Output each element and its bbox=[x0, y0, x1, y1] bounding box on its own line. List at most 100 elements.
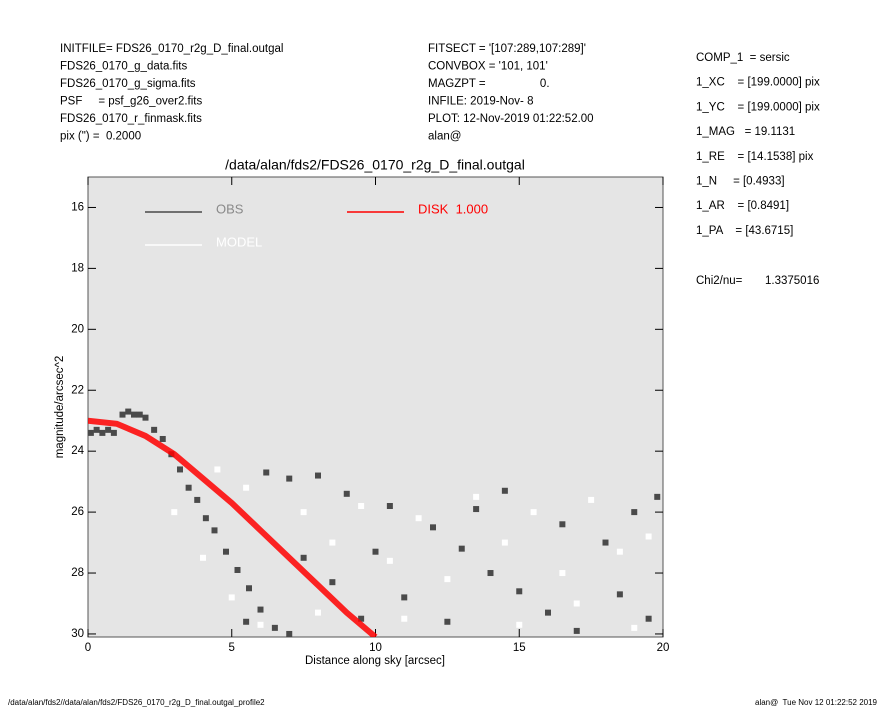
data-point bbox=[444, 576, 451, 583]
data-point bbox=[99, 429, 106, 436]
data-point bbox=[530, 509, 537, 516]
data-point bbox=[286, 630, 293, 637]
data-point bbox=[271, 624, 278, 631]
data-point bbox=[246, 585, 252, 592]
data-point bbox=[234, 566, 241, 573]
data-point bbox=[573, 600, 580, 607]
data-point bbox=[386, 557, 393, 564]
data-point bbox=[151, 426, 158, 433]
data-point bbox=[142, 414, 149, 421]
data-point bbox=[386, 503, 393, 510]
data-point bbox=[415, 515, 422, 522]
data-point bbox=[110, 429, 117, 436]
footer-left: /data/alan/fds2//data/alan/fds2/FDS26_01… bbox=[8, 698, 265, 707]
data-point bbox=[300, 554, 307, 561]
x-tick-label: 20 bbox=[657, 642, 670, 654]
y-tick-label: 18 bbox=[71, 262, 84, 274]
chi-value: 1.3375016 bbox=[765, 275, 819, 287]
data-point bbox=[516, 621, 523, 628]
data-point bbox=[243, 618, 250, 625]
data-point bbox=[573, 627, 580, 634]
data-point bbox=[315, 609, 321, 616]
plot-marks bbox=[88, 408, 661, 637]
y-tick-label: 20 bbox=[71, 323, 84, 335]
data-point bbox=[202, 515, 209, 522]
data-point bbox=[559, 570, 566, 577]
data-point bbox=[602, 539, 609, 546]
data-point bbox=[300, 509, 307, 516]
header-right-line: 1_MAG = 19.1131 bbox=[696, 126, 795, 138]
chi-label: Chi2/nu= bbox=[696, 275, 743, 287]
data-point bbox=[315, 472, 321, 479]
data-point bbox=[257, 621, 264, 628]
data-point bbox=[200, 554, 206, 561]
x-tick-label: 15 bbox=[513, 642, 526, 654]
header-middle-line: CONVBOX = '101, 101' bbox=[428, 61, 548, 73]
header-middle-line: FITSECT = '[107:289,107:289]' bbox=[428, 43, 586, 55]
header-right-line: 1_RE = [14.1538] pix bbox=[696, 151, 814, 163]
legend-label: DISK 1.000 bbox=[418, 201, 488, 216]
header-middle-line: INFILE: 2019-Nov- 8 bbox=[428, 96, 533, 108]
data-point bbox=[645, 533, 652, 540]
data-point bbox=[211, 527, 218, 534]
x-tick-label: 0 bbox=[85, 642, 91, 654]
data-point bbox=[93, 426, 100, 433]
y-tick-label: 22 bbox=[71, 384, 84, 396]
x-axis-label: Distance along sky [arcsec] bbox=[305, 655, 445, 667]
legend-label: MODEL bbox=[216, 234, 262, 249]
data-point bbox=[329, 539, 336, 546]
data-point bbox=[177, 466, 183, 473]
data-point bbox=[645, 615, 652, 622]
data-point bbox=[401, 615, 408, 622]
data-point bbox=[343, 490, 350, 497]
data-point bbox=[473, 506, 480, 513]
header-middle-line: MAGZPT = 0. bbox=[428, 78, 550, 90]
header-right-line: 1_XC = [199.0000] pix bbox=[696, 77, 820, 89]
header-left-line: FDS26_0170_g_data.fits bbox=[60, 61, 187, 73]
y-tick-label: 28 bbox=[71, 567, 84, 579]
header-left-line: FDS26_0170_g_sigma.fits bbox=[60, 78, 196, 90]
header-right-line: COMP_1 = sersic bbox=[696, 52, 790, 64]
data-point bbox=[559, 521, 566, 528]
data-point bbox=[654, 493, 661, 500]
x-tick-label: 10 bbox=[369, 642, 382, 654]
header-left-line: FDS26_0170_r_finmask.fits bbox=[60, 113, 202, 125]
header-left-line: INITFILE= FDS26_0170_r2g_D_final.outgal bbox=[60, 43, 283, 55]
legend-label: OBS bbox=[216, 201, 244, 216]
data-point bbox=[185, 484, 192, 491]
data-point bbox=[125, 408, 132, 415]
data-point bbox=[105, 426, 112, 433]
header-right-line: 1_PA = [43.6715] bbox=[696, 225, 793, 237]
y-tick-label: 16 bbox=[71, 201, 84, 213]
footer-right: alan@ Tue Nov 12 01:22:52 2019 bbox=[755, 698, 878, 707]
data-point bbox=[243, 484, 250, 491]
data-point bbox=[131, 411, 137, 418]
x-tick-label: 5 bbox=[229, 642, 235, 654]
header-middle-line: PLOT: 12-Nov-2019 01:22:52.00 bbox=[428, 113, 594, 125]
y-tick-label: 26 bbox=[71, 506, 84, 518]
data-point bbox=[401, 594, 408, 601]
data-point bbox=[329, 579, 336, 586]
y-axis-label: magnitude/arcsec^2 bbox=[54, 356, 66, 459]
plot-area bbox=[87, 176, 664, 638]
data-point bbox=[358, 503, 365, 510]
y-tick-label: 24 bbox=[71, 445, 84, 457]
header-middle-line: alan@ bbox=[428, 131, 461, 143]
data-point bbox=[263, 469, 270, 476]
data-point bbox=[516, 588, 523, 595]
data-point bbox=[616, 548, 623, 555]
data-point bbox=[159, 435, 166, 442]
data-point bbox=[223, 548, 229, 555]
header-right-line: 1_N = [0.4933] bbox=[696, 176, 785, 188]
data-point bbox=[214, 466, 221, 473]
data-point bbox=[228, 594, 235, 601]
data-point bbox=[257, 606, 264, 613]
y-tick-label: 30 bbox=[71, 628, 84, 640]
data-point bbox=[171, 509, 178, 516]
data-point bbox=[631, 624, 638, 631]
data-point bbox=[473, 493, 480, 500]
header-left-line: PSF = psf_g26_over2.fits bbox=[60, 96, 202, 108]
data-point bbox=[194, 496, 201, 503]
header-right-line: 1_YC = [199.0000] pix bbox=[696, 101, 820, 113]
